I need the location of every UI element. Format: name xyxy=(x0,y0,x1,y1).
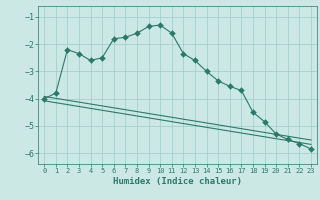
X-axis label: Humidex (Indice chaleur): Humidex (Indice chaleur) xyxy=(113,177,242,186)
